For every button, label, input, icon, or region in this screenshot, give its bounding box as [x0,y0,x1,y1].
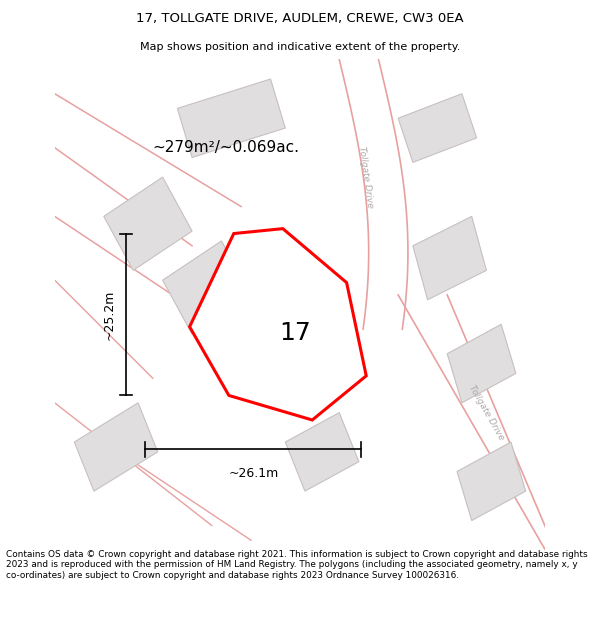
Text: 17: 17 [279,321,311,345]
Polygon shape [413,216,487,300]
Text: Map shows position and indicative extent of the property.: Map shows position and indicative extent… [140,41,460,51]
Text: ~279m²/~0.069ac.: ~279m²/~0.069ac. [153,140,300,155]
Polygon shape [104,177,192,271]
Polygon shape [398,94,476,162]
Text: 17, TOLLGATE DRIVE, AUDLEM, CREWE, CW3 0EA: 17, TOLLGATE DRIVE, AUDLEM, CREWE, CW3 0… [136,12,464,25]
Polygon shape [447,324,516,402]
Text: Tollgate Drive: Tollgate Drive [358,146,375,209]
Text: ~25.2m: ~25.2m [103,289,116,340]
Text: ~26.1m: ~26.1m [228,467,278,479]
Polygon shape [457,442,526,521]
Polygon shape [74,402,158,491]
Text: Contains OS data © Crown copyright and database right 2021. This information is : Contains OS data © Crown copyright and d… [6,550,587,580]
Polygon shape [285,412,359,491]
Polygon shape [190,229,366,420]
Polygon shape [178,79,285,158]
Polygon shape [163,241,251,334]
Text: Tollgate Drive: Tollgate Drive [467,384,506,442]
